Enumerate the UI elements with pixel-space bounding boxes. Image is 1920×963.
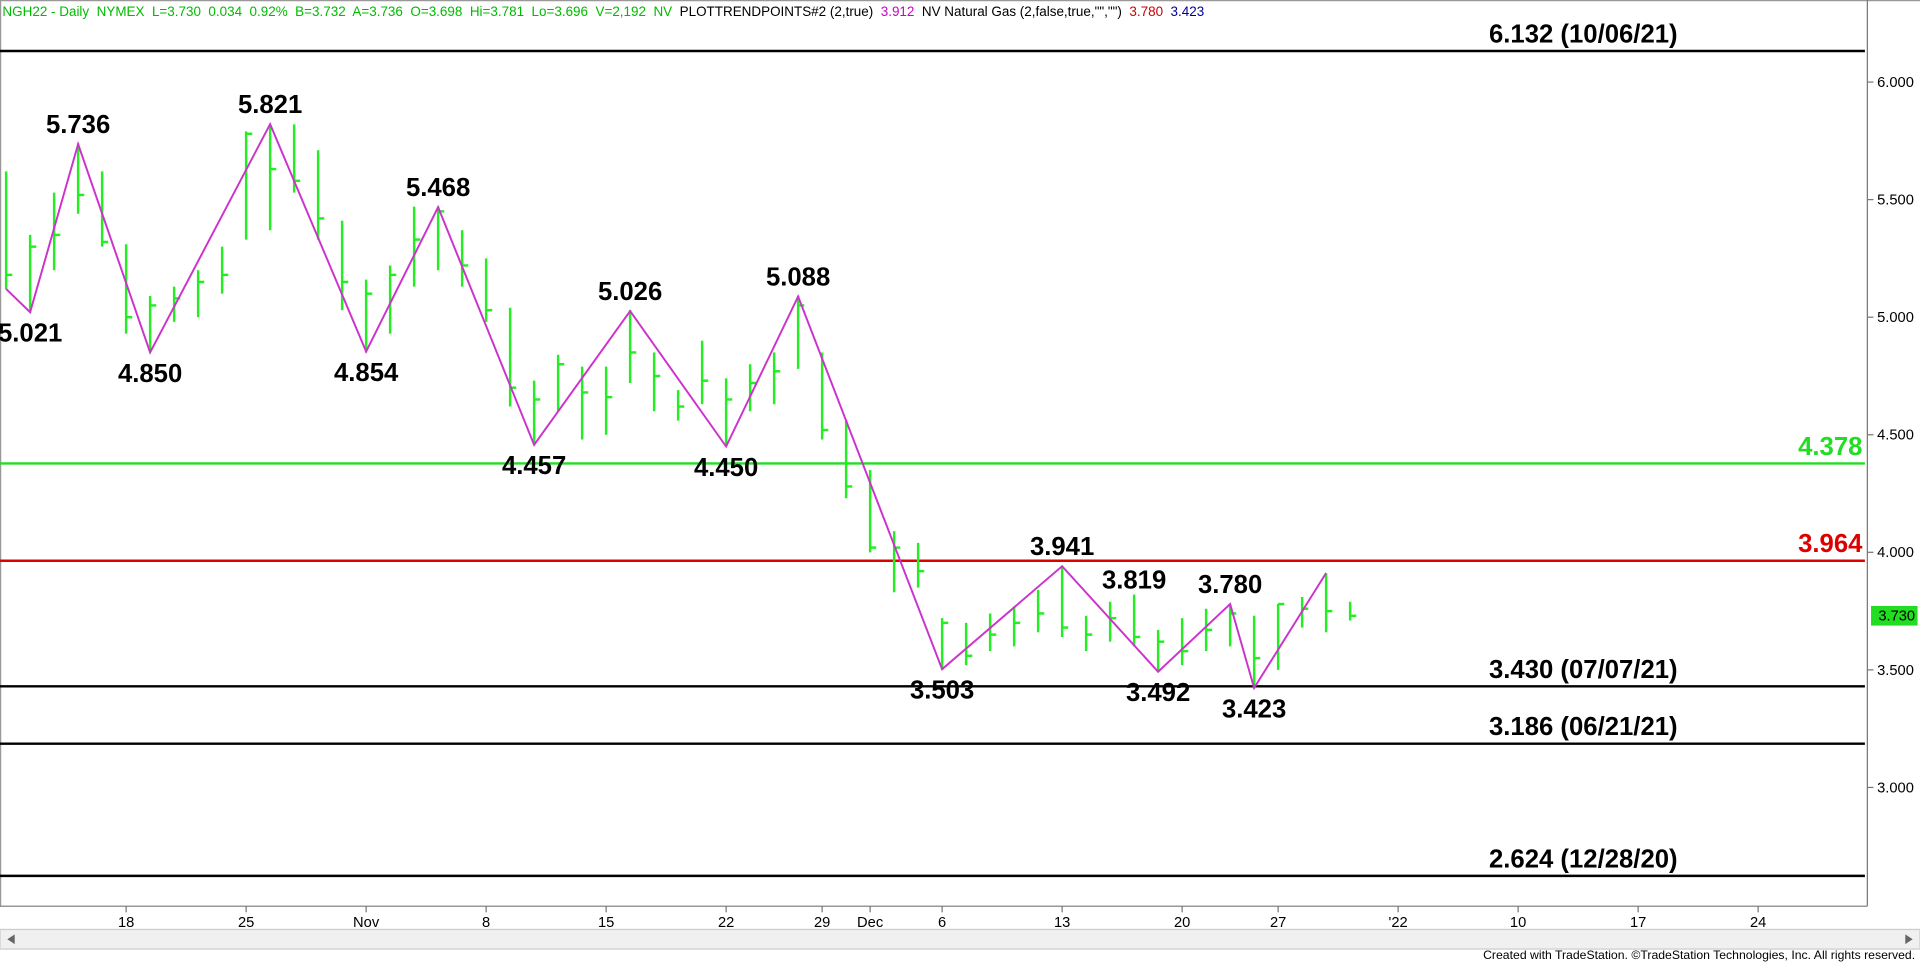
x-tick-label: 29: [814, 915, 830, 931]
y-tick-label: 3.000: [1877, 780, 1914, 796]
x-tick-label: Nov: [353, 915, 380, 931]
pivot-label: 5.468: [406, 174, 470, 202]
x-tick-label: 18: [118, 915, 134, 931]
symbol-header: NGH22 - Daily NYMEX L=3.730 0.034 0.92% …: [2, 4, 1204, 19]
header-segment: 3.912: [881, 4, 915, 19]
footer: Created with TradeStation. ©TradeStation…: [1483, 948, 1915, 962]
pivot-label: 3.780: [1198, 571, 1262, 599]
x-tick-label: 13: [1054, 915, 1070, 931]
x-tick-label: 15: [598, 915, 614, 931]
pivot-label: 5.021: [0, 320, 62, 348]
pivot-label: 4.450: [694, 454, 758, 482]
pivot-label: 3.492: [1126, 679, 1190, 707]
pivot-label: 3.941: [1030, 533, 1094, 561]
pivot-label: 5.088: [766, 263, 830, 291]
level-label: 3.186 (06/21/21): [1489, 713, 1678, 741]
x-tick-label: Dec: [857, 915, 883, 931]
x-tick-label: 24: [1750, 915, 1766, 931]
scroll-track[interactable]: [0, 928, 1920, 950]
y-tick-label: 5.500: [1877, 193, 1914, 209]
x-tick-label: 20: [1174, 915, 1190, 931]
pivot-label: 5.026: [598, 278, 662, 306]
x-tick-label: 25: [238, 915, 254, 931]
pivot-label: 3.423: [1222, 695, 1286, 723]
level-label: 2.624 (12/28/20): [1489, 845, 1678, 873]
pivot-label: 5.821: [238, 91, 302, 119]
level-label: 4.378: [1798, 433, 1862, 461]
last-price-box: [1871, 606, 1918, 626]
x-tick-label: 8: [482, 915, 490, 931]
header-segment: NGH22 - Daily NYMEX L=3.730 0.034 0.92% …: [2, 4, 672, 19]
header-segment: 3.780: [1129, 4, 1163, 19]
level-label: 6.132 (10/06/21): [1489, 20, 1678, 48]
x-tick-label: 22: [718, 915, 734, 931]
scroll-right-arrow[interactable]: [1905, 934, 1913, 945]
y-tick-label: 5.000: [1877, 310, 1914, 326]
header-segment: NV Natural Gas (2,false,true,"",""): [914, 4, 1129, 19]
trend-line: [5, 121, 1327, 691]
level-label: 3.964: [1798, 530, 1863, 558]
y-tick-label: 4.500: [1877, 428, 1914, 444]
pivot-label: 3.503: [910, 677, 974, 705]
x-tick-label: 27: [1270, 915, 1286, 931]
y-tick-label: 4.000: [1877, 545, 1914, 561]
pivot-label: 4.850: [118, 360, 182, 388]
annotation: 3.819: [1102, 567, 1166, 595]
pivot-label: 5.736: [46, 111, 110, 139]
x-tick-label: '22: [1389, 915, 1408, 931]
x-tick-label: 6: [938, 915, 946, 931]
level-label: 3.430 (07/07/21): [1489, 656, 1678, 684]
scrollbar[interactable]: [0, 928, 1920, 950]
header-segment: 3.423: [1163, 4, 1204, 19]
last-price-label: 3.730: [1878, 609, 1915, 625]
y-tick-label: 6.000: [1877, 75, 1914, 91]
pivot-label: 4.457: [502, 452, 566, 480]
y-tick-label: 3.500: [1877, 663, 1914, 679]
x-tick-label: 10: [1510, 915, 1526, 931]
pivot-label: 4.854: [334, 359, 399, 387]
x-tick-label: 17: [1630, 915, 1646, 931]
header-segment: PLOTTRENDPOINTS#2 (2,true): [672, 4, 881, 19]
scroll-left-arrow[interactable]: [7, 934, 15, 945]
